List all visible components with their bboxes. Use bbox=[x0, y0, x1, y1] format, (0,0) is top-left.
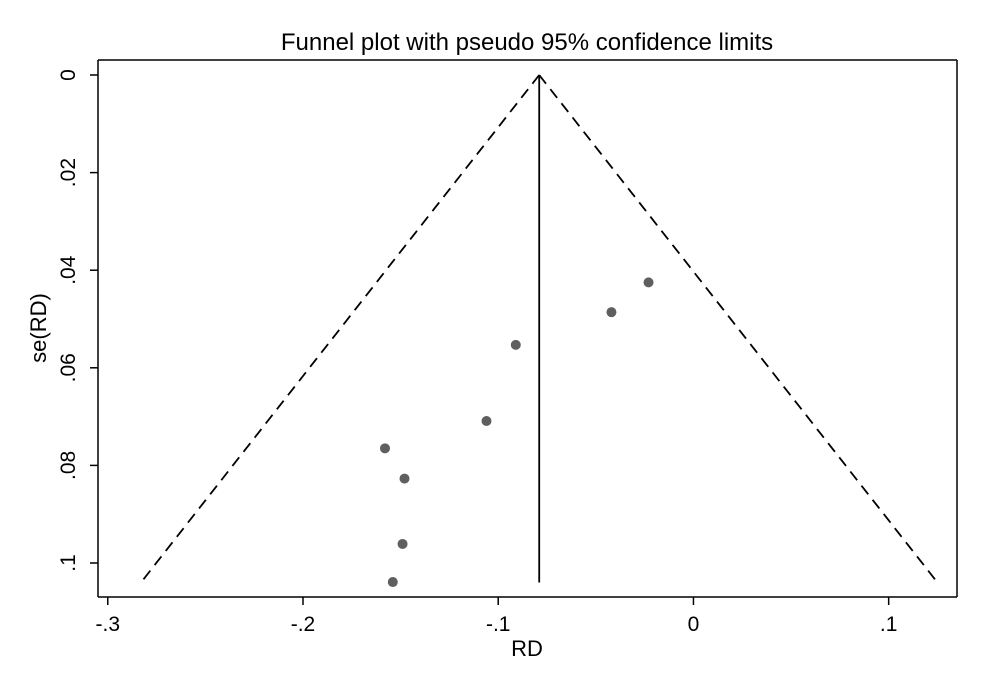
lower-ci-line bbox=[140, 74, 540, 584]
y-tick-label: .02 bbox=[57, 158, 80, 187]
y-axis-ticks: 0 .02 .04 .06 .08 .1 bbox=[57, 69, 98, 572]
upper-ci-line bbox=[538, 74, 939, 584]
y-tick-label: .1 bbox=[57, 554, 80, 572]
y-axis-label: se(RD) bbox=[26, 293, 51, 363]
x-tick-label: -.3 bbox=[96, 613, 121, 636]
x-tick-label: 0 bbox=[688, 613, 700, 636]
chart-title: Funnel plot with pseudo 95% confidence l… bbox=[281, 29, 773, 56]
x-tick-label: -.1 bbox=[486, 613, 511, 636]
x-tick-label: .1 bbox=[880, 613, 898, 636]
data-point bbox=[397, 538, 408, 549]
y-tick-label: 0 bbox=[57, 69, 80, 81]
data-point bbox=[387, 577, 398, 588]
y-tick-label: .04 bbox=[57, 255, 80, 285]
data-points bbox=[379, 277, 654, 588]
x-axis-label: RD bbox=[511, 636, 543, 661]
data-point bbox=[379, 443, 390, 454]
x-axis-ticks: -.3 -.2 -.1 0 .1 bbox=[96, 597, 898, 636]
x-tick-label: -.2 bbox=[291, 613, 316, 636]
data-point bbox=[510, 339, 521, 350]
data-point bbox=[606, 307, 617, 318]
y-tick-label: .08 bbox=[57, 451, 80, 480]
data-point bbox=[481, 415, 492, 426]
data-point bbox=[399, 473, 410, 484]
data-point bbox=[643, 277, 654, 288]
plot-area bbox=[97, 59, 958, 598]
y-tick-label: .06 bbox=[57, 353, 80, 382]
